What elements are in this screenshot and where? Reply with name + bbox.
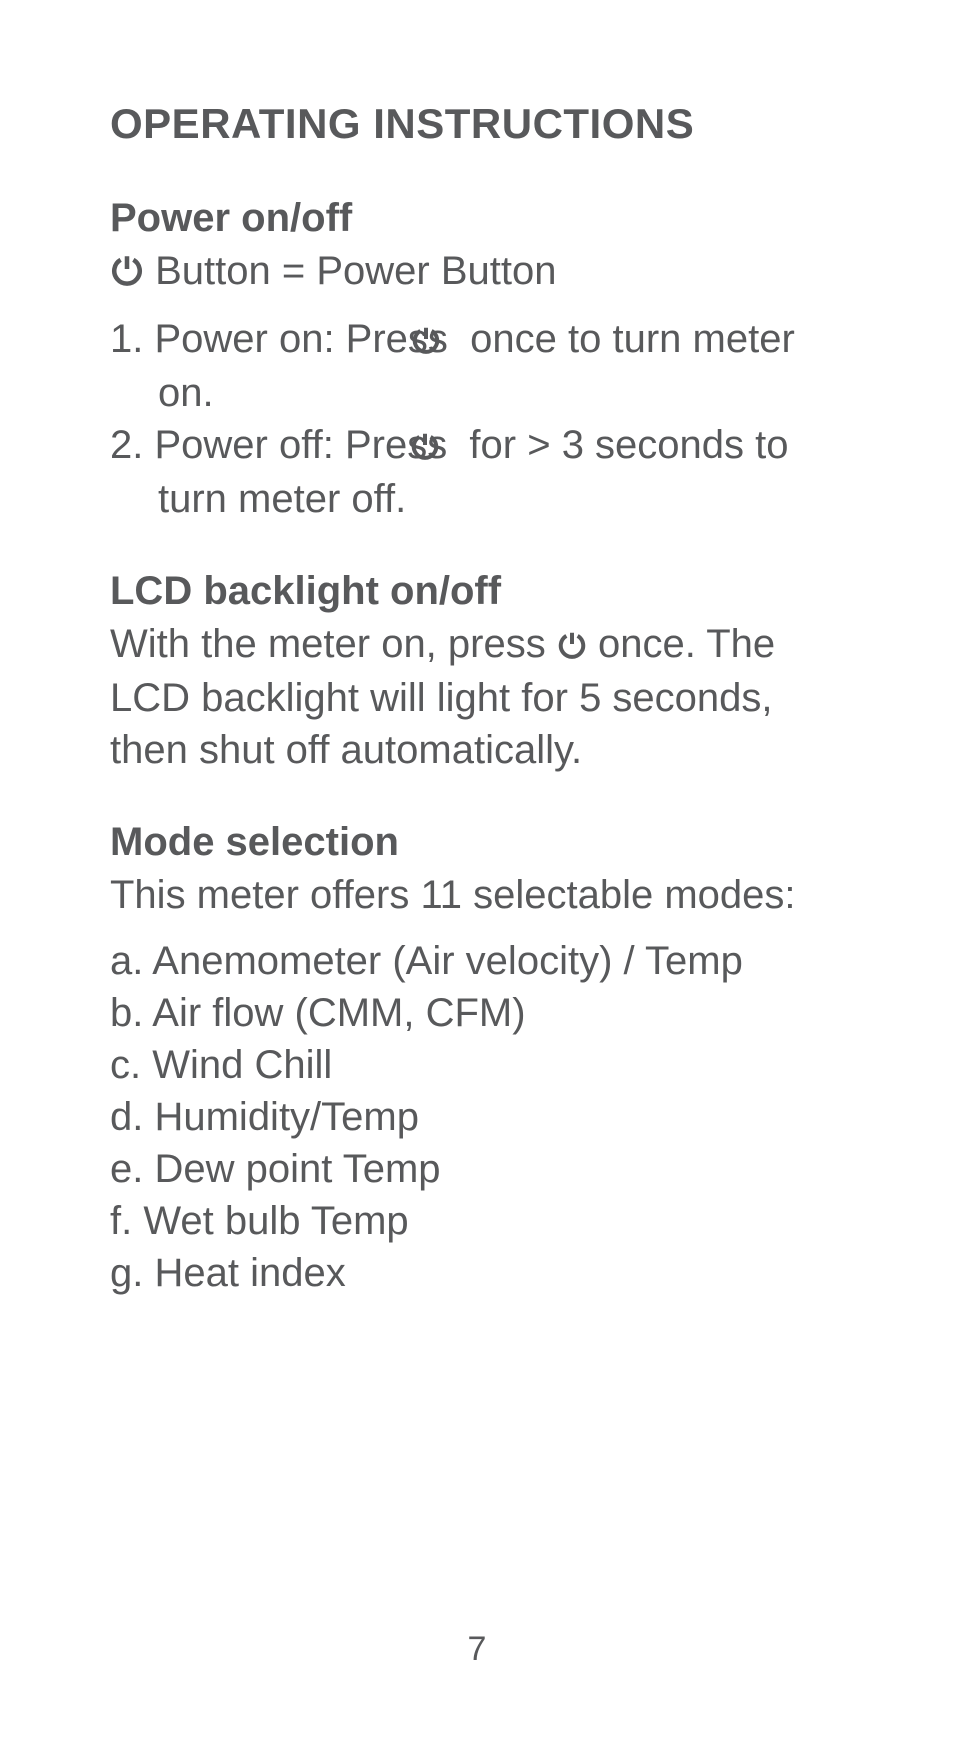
mode-item: e. Dew point Temp <box>110 1143 854 1195</box>
mode-item: d. Humidity/Temp <box>110 1091 854 1143</box>
power-section: Power on/off Button = Power Button 1. Po… <box>110 196 854 525</box>
mode-item: c. Wind Chill <box>110 1039 854 1091</box>
step2-pre: 2. Power off: Press <box>110 423 458 467</box>
mode-list: a. Anemometer (Air velocity) / Temp b. A… <box>110 935 854 1299</box>
step1-pre: 1. Power on: Press <box>110 317 459 361</box>
mode-item: f. Wet bulb Temp <box>110 1195 854 1247</box>
mode-intro: This meter offers 11 selectable modes: <box>110 869 854 921</box>
backlight-pre: With the meter on, press <box>110 622 557 666</box>
power-step-2: 2. Power off: Press for > 3 seconds to t… <box>110 419 854 525</box>
mode-section: Mode selection This meter offers 11 sele… <box>110 820 854 1299</box>
page-title: OPERATING INSTRUCTIONS <box>110 100 854 148</box>
power-step-1: 1. Power on: Press once to turn meter on… <box>110 313 854 419</box>
mode-item: g. Heat index <box>110 1247 854 1299</box>
mode-item: a. Anemometer (Air velocity) / Temp <box>110 935 854 987</box>
power-heading: Power on/off <box>110 196 854 241</box>
backlight-section: LCD backlight on/off With the meter on, … <box>110 569 854 776</box>
backlight-text: With the meter on, press once. The LCD b… <box>110 618 854 776</box>
power-icon <box>557 620 587 672</box>
power-button-label: Button = Power Button <box>110 245 854 299</box>
power-steps: 1. Power on: Press once to turn meter on… <box>110 313 854 525</box>
mode-item: b. Air flow (CMM, CFM) <box>110 987 854 1039</box>
mode-heading: Mode selection <box>110 820 854 865</box>
backlight-heading: LCD backlight on/off <box>110 569 854 614</box>
page-number: 7 <box>0 1630 954 1669</box>
power-icon <box>110 247 144 299</box>
power-button-text: Button = Power Button <box>144 249 556 293</box>
